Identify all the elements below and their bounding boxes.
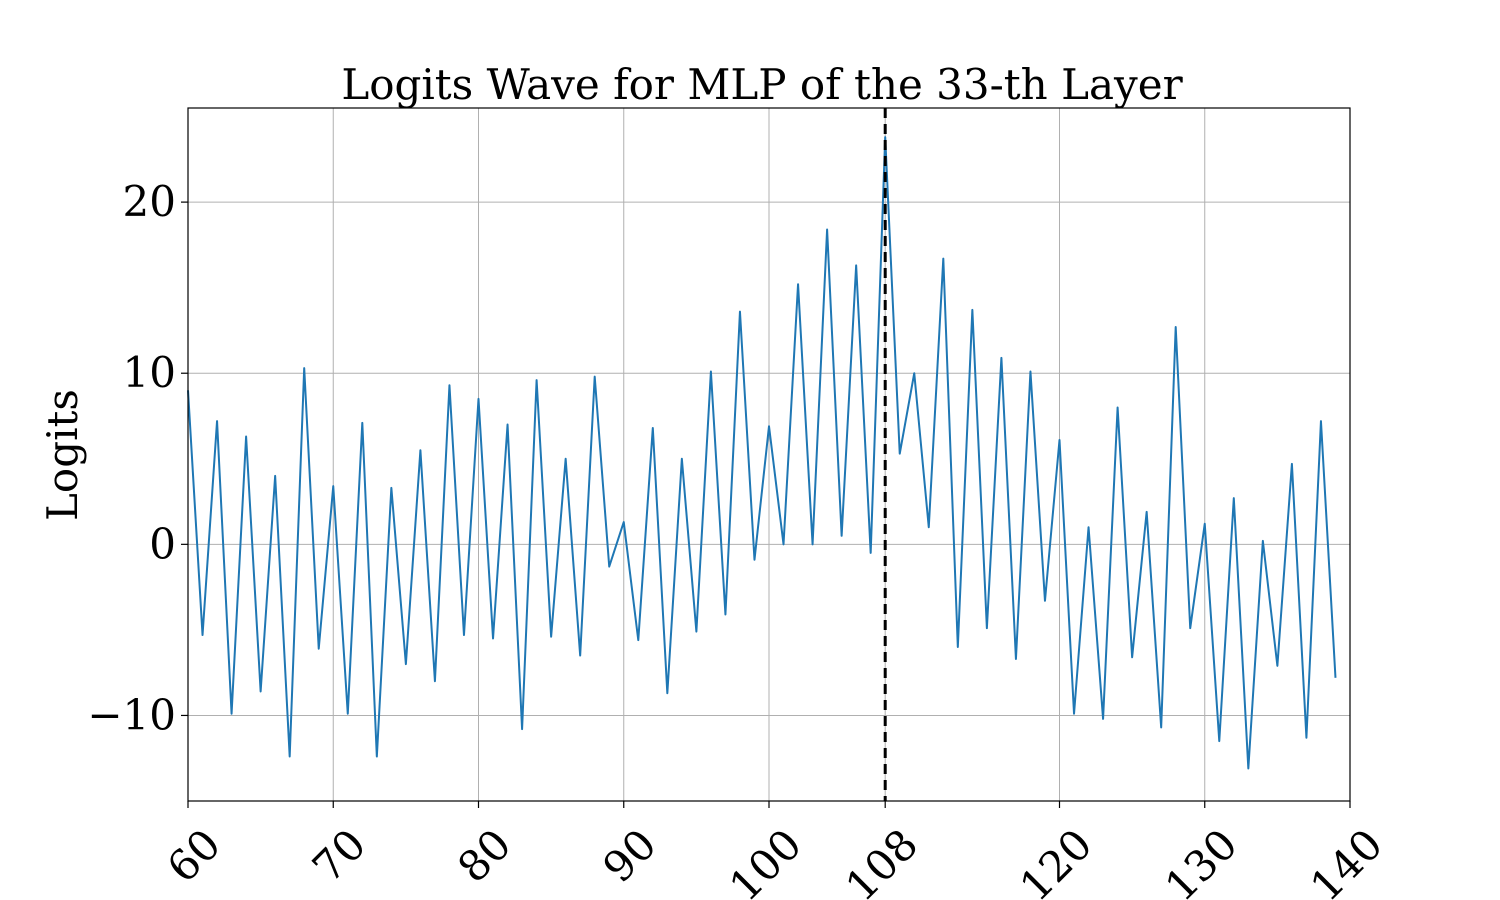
y-tick-label: 20 (123, 177, 176, 226)
x-tick-label: 140 (1301, 819, 1392, 900)
x-tick-label: 90 (593, 819, 665, 891)
x-tick-label: 60 (158, 819, 230, 891)
x-tick-label: 80 (448, 819, 520, 891)
x-tick-label: 120 (1010, 819, 1101, 900)
series-line (187, 136, 1337, 770)
y-tick-label: −10 (87, 690, 176, 739)
x-tick-label: 100 (720, 819, 811, 900)
y-axis-label: Logits (38, 389, 87, 521)
series-layer (187, 136, 1337, 770)
x-tick-label: 130 (1156, 819, 1247, 900)
x-tick-label: 108 (836, 819, 927, 900)
grid-layer (187, 108, 1351, 801)
y-tick-label: 0 (149, 519, 176, 568)
x-tick-label: 70 (303, 819, 375, 891)
y-tick-label: 10 (123, 348, 176, 397)
tick-layer: 60 70 80 90 100 108 120 130 140 −10 0 10 20 (87, 177, 1392, 900)
chart-title: Logits Wave for MLP of the 33-th Layer (341, 60, 1183, 109)
